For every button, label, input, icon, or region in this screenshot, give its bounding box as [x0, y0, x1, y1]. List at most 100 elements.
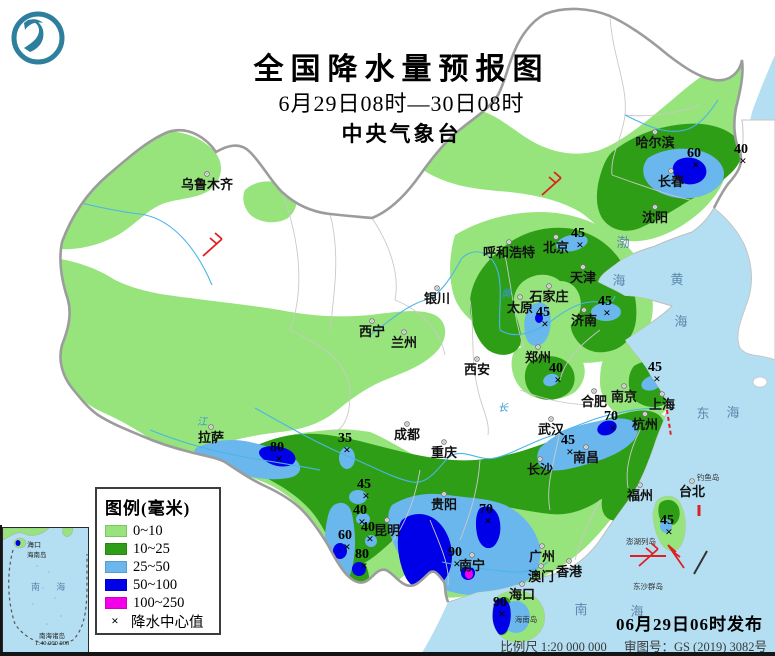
geo-label: 海南岛: [515, 614, 538, 624]
precip-center-layer: 60×40×45×45×45×40×45×70×45×35×80×45×40×4…: [270, 142, 748, 621]
city-label: 哈尔滨: [635, 135, 674, 150]
inset-scale-label: 1:40 000 000: [35, 640, 70, 647]
precip-layer: [60, 8, 743, 643]
legend-swatch: [105, 579, 127, 591]
city-label: 上海: [649, 397, 675, 412]
precip-center-value: 45: [571, 226, 585, 241]
city-dot-center: [508, 241, 510, 243]
city-label: 郑州: [525, 350, 551, 365]
left-edge-bar: [0, 525, 2, 656]
precip-center-x-marker: ×: [566, 444, 573, 459]
precip-center-x-marker: ×: [541, 316, 548, 331]
city-dot-center: [443, 441, 445, 443]
south-china-sea-inset: 海口 海南岛 南 海 南海诸岛 1:40 000 000: [2, 527, 89, 654]
city-label: 太原: [506, 300, 533, 315]
city-dot-center: [639, 484, 641, 486]
city-dot-center: [386, 519, 388, 521]
city-dot-center: [654, 206, 656, 208]
river-label: 江: [197, 416, 208, 428]
city-label: 澳门: [528, 569, 554, 584]
city-dot-center: [539, 458, 541, 460]
city-dot-center: [585, 446, 587, 448]
wind-barb-icon: [202, 232, 223, 257]
city-label: 昆明: [374, 523, 400, 538]
city-label: 北京: [543, 240, 569, 255]
sea-label: 渤: [616, 235, 629, 250]
city-label: 福州: [626, 488, 653, 503]
legend-swatch: [105, 543, 127, 555]
legend-title: 图例(毫米): [105, 499, 191, 518]
inset-map: [3, 528, 88, 653]
city-label: 重庆: [431, 445, 457, 460]
precip-center-value: 90: [493, 595, 507, 610]
precip-center-x-marker: ×: [603, 305, 610, 320]
city-label: 石家庄: [528, 289, 568, 304]
legend-item: 100~250: [105, 594, 213, 612]
city-dot-center: [406, 423, 408, 425]
city-label: 银川: [424, 291, 450, 306]
sea-label: 海: [630, 604, 643, 619]
forecast-period: 6月29日08时—30日08时: [278, 91, 525, 116]
cma-logo: [11, 11, 65, 65]
city-dot-center: [519, 296, 521, 298]
city-label: 南宁: [459, 558, 485, 573]
precip-center-value: 45: [598, 294, 612, 309]
boundary-tick: [693, 550, 708, 575]
city-dot-center: [537, 346, 539, 348]
precip-center-x-marker: ×: [275, 451, 282, 466]
sea-label: 黄: [670, 272, 683, 287]
precip-center-value: 45: [536, 305, 550, 320]
scale-text: 比例尺 1:20 000 000: [500, 640, 607, 654]
city-label: 长春: [658, 174, 685, 189]
sea-label: 海: [674, 314, 687, 329]
precip-center-x-marker: ×: [484, 513, 491, 528]
geo-label: 东沙群岛: [633, 581, 663, 591]
wind-barb-icon: [541, 171, 562, 196]
issue-time: 06月29日06时发布: [616, 615, 763, 634]
precip-center-value: 45: [561, 433, 575, 448]
sea-label: 海: [726, 405, 739, 420]
precip-center-value: 80: [355, 547, 369, 562]
precip-center-value: 40: [353, 503, 367, 518]
legend: 图例(毫米) 0~10 10~25 25~50 50~100 100~250 × 降水中…: [95, 487, 221, 635]
city-dot-center: [540, 565, 542, 567]
inset-haikou-label: 海口: [27, 541, 41, 549]
city-label: 兰州: [391, 335, 417, 350]
city-label: 海口: [509, 587, 535, 602]
precip-center-value: 70: [479, 502, 493, 517]
city-dot-center: [476, 358, 478, 360]
city-label: 拉萨: [198, 430, 224, 445]
legend-item: 10~25: [105, 540, 213, 558]
city-label: 呼和浩特: [483, 245, 535, 260]
precip-center-value: 40: [361, 520, 375, 535]
issuing-agency: 中央气象台: [341, 122, 462, 146]
river-label: 长: [498, 402, 509, 414]
red-boundary-marks: [630, 409, 701, 569]
city-dot-center: [443, 493, 445, 495]
river-label: 黄: [501, 288, 512, 300]
city-label: 台北: [679, 484, 705, 499]
inset-islands-label: 南海诸岛: [39, 633, 65, 640]
wind-barb-icon: [638, 542, 659, 567]
map-scale-line: 比例尺 1:20 000 000 审图号：GS (2019) 3082号: [500, 636, 767, 655]
bottom-edge-bar: [0, 652, 775, 656]
legend-center-row: × 降水中心值: [105, 612, 213, 631]
city-label: 南昌: [573, 450, 599, 465]
precip-center-value: 35: [338, 431, 352, 446]
city-dot-center: [582, 266, 584, 268]
approval-number: 审图号：GS (2019) 3082号: [623, 640, 767, 654]
city-dot-center: [403, 331, 405, 333]
precip-center-value: 80: [270, 440, 284, 455]
city-label: 杭州: [632, 417, 658, 432]
sea-label: 东: [696, 406, 709, 421]
city-label: 长沙: [527, 462, 553, 477]
legend-center-note: 降水中心值: [131, 614, 204, 631]
sea: [420, 55, 775, 656]
precip-center-x-marker: ×: [498, 606, 505, 621]
precip-center-x-marker: ×: [343, 442, 350, 457]
precip-center-x-marker: ×: [576, 237, 583, 252]
city-dot-center: [654, 131, 656, 133]
